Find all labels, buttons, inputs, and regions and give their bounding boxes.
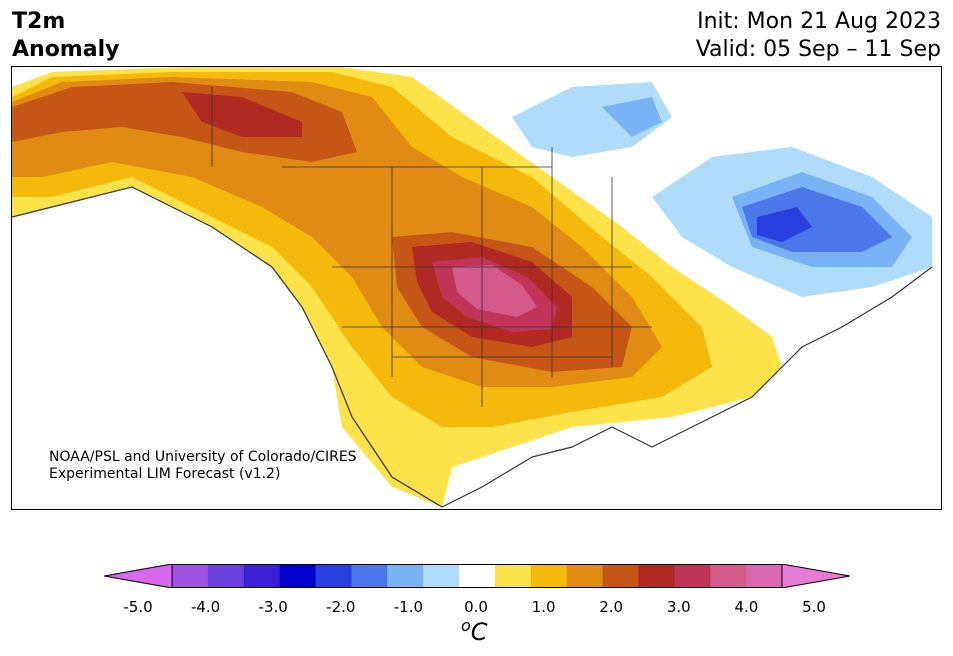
colorbar-segment bbox=[351, 564, 388, 588]
anomaly-map: NOAA/PSL and University of Colorado/CIRE… bbox=[11, 66, 942, 510]
init-date: Init: Mon 21 Aug 2023 bbox=[697, 9, 941, 34]
colorbar-tick-label: -4.0 bbox=[190, 598, 221, 616]
colorbar-tick-label: 1.0 bbox=[531, 598, 556, 616]
colorbar-segment bbox=[494, 564, 532, 588]
colorbar-segment bbox=[279, 564, 317, 588]
colorbar-tick-label: 4.0 bbox=[734, 598, 759, 616]
colorbar-tick-label: -2.0 bbox=[326, 598, 356, 616]
map-canvas bbox=[12, 67, 933, 508]
colorbar-tick-label: -5.0 bbox=[123, 598, 153, 616]
state-borders bbox=[211, 87, 652, 407]
unit-letter: C bbox=[470, 618, 488, 646]
colorbar-arrow-max bbox=[781, 564, 850, 588]
variable-name: T2m bbox=[12, 9, 66, 34]
colorbar-segment bbox=[459, 564, 496, 588]
colorbar-segment bbox=[566, 564, 604, 588]
colorbar-segment bbox=[423, 564, 460, 588]
colorbar-segment bbox=[315, 564, 352, 588]
colorbar-segment bbox=[638, 564, 675, 588]
cool-region-4 bbox=[757, 207, 812, 242]
map-credit: NOAA/PSL and University of Colorado/CIRE… bbox=[49, 449, 357, 483]
colorbar-arrow-min bbox=[104, 564, 173, 588]
variable-subtitle: Anomaly bbox=[12, 37, 120, 62]
colorbar-segment bbox=[602, 564, 639, 588]
colorbar-segment bbox=[207, 564, 245, 588]
colorbar-tick-label: 2.0 bbox=[599, 598, 624, 616]
colorbar-segment bbox=[674, 564, 711, 588]
anomaly-region-7 bbox=[452, 265, 537, 317]
map-title: T2m Anomaly bbox=[12, 8, 119, 64]
colorbar-unit: oC bbox=[461, 616, 488, 646]
colorbar-tick-label: -1.0 bbox=[393, 598, 424, 616]
colorbar bbox=[104, 564, 850, 588]
colorbar-tick-label: 3.0 bbox=[666, 598, 691, 616]
colorbar-segment bbox=[172, 564, 209, 588]
colorbar-tick-label: -3.0 bbox=[258, 598, 288, 616]
colorbar-segment bbox=[746, 564, 783, 588]
colorbar-canvas bbox=[104, 564, 850, 588]
coastline bbox=[12, 186, 933, 508]
forecast-dates: Init: Mon 21 Aug 2023 Valid: 05 Sep – 11… bbox=[696, 8, 941, 64]
valid-range: Valid: 05 Sep – 11 Sep bbox=[695, 37, 941, 62]
degree-symbol: o bbox=[461, 616, 471, 635]
colorbar-segment bbox=[530, 564, 568, 588]
colorbar-tick-label: 0.0 bbox=[464, 598, 488, 616]
credit-line-2: Experimental LIM Forecast (v1.2) bbox=[49, 466, 281, 482]
colorbar-segment bbox=[710, 564, 747, 588]
credit-line-1: NOAA/PSL and University of Colorado/CIRE… bbox=[49, 449, 357, 465]
colorbar-segment bbox=[243, 564, 281, 588]
colorbar-segment bbox=[387, 564, 424, 588]
colorbar-tick-label: 5.0 bbox=[802, 598, 826, 616]
